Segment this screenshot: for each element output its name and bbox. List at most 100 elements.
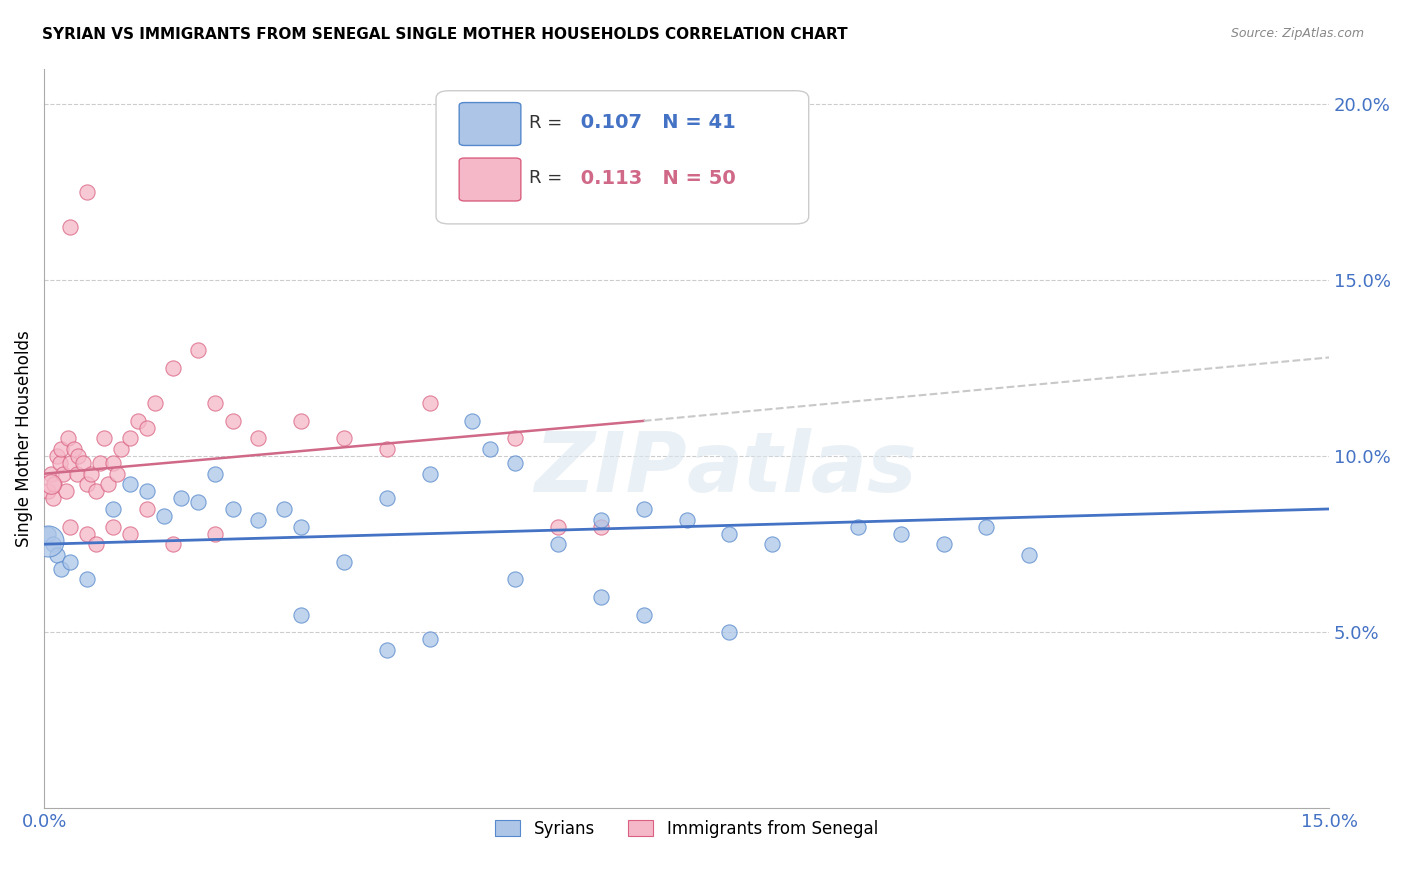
Point: [37, 484, 59, 499]
Point: [503, 432, 526, 446]
Point: [675, 512, 697, 526]
Point: [51, 562, 73, 576]
Point: [290, 414, 312, 428]
Point: [976, 519, 998, 533]
Point: [204, 526, 226, 541]
Point: [589, 512, 612, 526]
Point: [135, 502, 157, 516]
Text: ZIP: ZIP: [534, 427, 686, 508]
Point: [547, 537, 569, 551]
Point: [46, 548, 69, 562]
FancyBboxPatch shape: [460, 158, 520, 201]
Point: [273, 502, 295, 516]
Point: [170, 491, 193, 506]
Point: [72, 456, 94, 470]
Point: [221, 414, 243, 428]
Point: [89, 456, 111, 470]
Point: [59, 519, 82, 533]
Point: [55, 484, 77, 499]
Point: [932, 537, 955, 551]
Point: [503, 573, 526, 587]
Point: [76, 477, 98, 491]
FancyBboxPatch shape: [460, 103, 520, 145]
Point: [204, 396, 226, 410]
Point: [84, 484, 107, 499]
Point: [846, 519, 869, 533]
Point: [162, 361, 184, 376]
Point: [1018, 548, 1040, 562]
Point: [419, 396, 441, 410]
Point: [67, 449, 90, 463]
Point: [118, 526, 141, 541]
Point: [290, 519, 312, 533]
Point: [633, 607, 655, 622]
Point: [187, 343, 209, 358]
Point: [547, 519, 569, 533]
Point: [204, 467, 226, 481]
Text: Source: ZipAtlas.com: Source: ZipAtlas.com: [1230, 27, 1364, 40]
Point: [41, 537, 63, 551]
Point: [162, 537, 184, 551]
Point: [127, 414, 149, 428]
Point: [39, 467, 62, 481]
FancyBboxPatch shape: [436, 91, 808, 224]
Point: [135, 421, 157, 435]
Point: [41, 491, 63, 506]
Text: R =: R =: [529, 169, 562, 187]
Point: [153, 508, 176, 523]
Point: [93, 432, 115, 446]
Point: [419, 467, 441, 481]
Point: [461, 414, 484, 428]
Point: [52, 467, 75, 481]
Point: [59, 456, 82, 470]
Point: [80, 467, 103, 481]
Point: [333, 432, 356, 446]
Point: [187, 495, 209, 509]
Point: [44, 477, 66, 491]
Text: 0.107   N = 41: 0.107 N = 41: [574, 113, 735, 132]
Point: [56, 432, 79, 446]
Point: [48, 456, 70, 470]
Point: [118, 432, 141, 446]
Point: [503, 456, 526, 470]
Point: [589, 590, 612, 604]
Point: [890, 526, 912, 541]
Text: SYRIAN VS IMMIGRANTS FROM SENEGAL SINGLE MOTHER HOUSEHOLDS CORRELATION CHART: SYRIAN VS IMMIGRANTS FROM SENEGAL SINGLE…: [42, 27, 848, 42]
Point: [76, 185, 98, 199]
Point: [63, 442, 86, 456]
Point: [375, 442, 398, 456]
Point: [118, 477, 141, 491]
Point: [97, 477, 120, 491]
Point: [101, 519, 124, 533]
Point: [333, 555, 356, 569]
Point: [37, 533, 59, 548]
Point: [247, 432, 270, 446]
Point: [145, 396, 167, 410]
Point: [84, 537, 107, 551]
Point: [761, 537, 783, 551]
Text: atlas: atlas: [686, 427, 917, 508]
Point: [718, 526, 741, 541]
Text: R =: R =: [529, 113, 562, 131]
Point: [247, 512, 270, 526]
Point: [59, 555, 82, 569]
Point: [478, 442, 501, 456]
Point: [51, 442, 73, 456]
Point: [101, 502, 124, 516]
Point: [718, 625, 741, 640]
Point: [37, 526, 59, 541]
Y-axis label: Single Mother Households: Single Mother Households: [15, 330, 32, 547]
Point: [59, 220, 82, 235]
Point: [76, 573, 98, 587]
Point: [290, 607, 312, 622]
Point: [375, 491, 398, 506]
Point: [221, 502, 243, 516]
Point: [375, 643, 398, 657]
Point: [76, 526, 98, 541]
Point: [633, 502, 655, 516]
Point: [101, 456, 124, 470]
Point: [105, 467, 128, 481]
Point: [46, 449, 69, 463]
Legend: Syrians, Immigrants from Senegal: Syrians, Immigrants from Senegal: [489, 814, 884, 845]
Point: [39, 477, 62, 491]
